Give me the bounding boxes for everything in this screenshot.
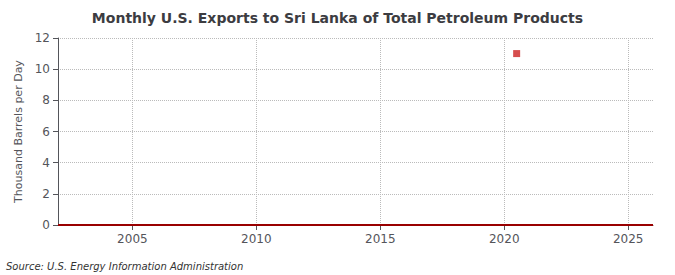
svg-text:2: 2 — [42, 187, 50, 201]
svg-text:0: 0 — [42, 218, 50, 232]
svg-text:2020: 2020 — [489, 232, 520, 246]
svg-text:2015: 2015 — [365, 232, 396, 246]
svg-text:Thousand Barrels per Day: Thousand Barrels per Day — [12, 60, 25, 204]
svg-text:2010: 2010 — [241, 232, 272, 246]
svg-text:4: 4 — [42, 156, 50, 170]
svg-text:12: 12 — [35, 31, 50, 45]
svg-text:8: 8 — [42, 93, 50, 107]
svg-text:2005: 2005 — [117, 232, 148, 246]
svg-text:2025: 2025 — [613, 232, 644, 246]
svg-text:Monthly U.S. Exports to Sri La: Monthly U.S. Exports to Sri Lanka of Tot… — [92, 10, 583, 26]
svg-text:Source: U.S. Energy Informatio: Source: U.S. Energy Information Administ… — [6, 261, 243, 272]
svg-text:10: 10 — [35, 62, 50, 76]
svg-text:6: 6 — [42, 125, 50, 139]
